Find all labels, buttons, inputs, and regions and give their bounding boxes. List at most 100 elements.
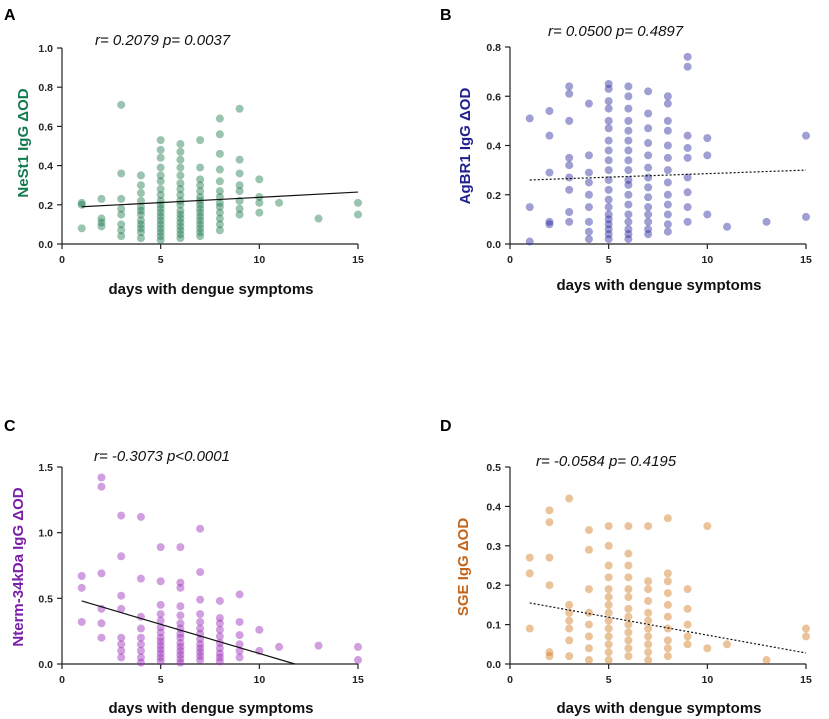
plot-area-a: 0 5 10 15 0.0 0.2 0.4 0.6 0.8 1.0 [38,43,364,266]
data-point [604,656,613,665]
data-point [176,646,185,655]
data-point [683,188,692,197]
y-tick-label: 0.2 [486,580,501,592]
data-point [663,92,672,101]
data-point [156,649,165,658]
data-point [196,181,205,190]
data-point [196,204,205,213]
data-point [136,181,145,190]
data-point [545,131,554,140]
data-point [215,226,224,235]
data-point [565,82,574,91]
y-tick-label: 0.2 [38,200,53,212]
data-point [644,596,653,605]
data-point [525,553,534,562]
plot-area-b: 0 5 10 15 0.0 0.2 0.4 0.6 0.8 [486,42,812,266]
data-point [545,217,554,226]
data-point [354,656,362,665]
data-point [663,227,672,236]
data-point [604,84,613,93]
data-point [97,569,106,578]
data-point [644,203,653,212]
data-point [275,642,284,651]
data-point [565,600,574,609]
data-point [196,212,205,221]
data-point [215,220,224,229]
x-tick-label: 5 [606,254,612,266]
data-point [215,177,224,186]
data-point [215,165,224,174]
regression-line [81,600,296,665]
data-point [624,628,633,637]
y-tick-label: 1.5 [38,462,53,474]
data-point [215,619,224,628]
data-point [97,214,106,223]
data-point [723,222,732,231]
data-point [215,130,224,139]
data-point [255,208,264,217]
data-point [762,656,771,665]
data-point [604,561,613,570]
data-point [565,185,574,194]
data-point [136,171,145,180]
data-point [97,473,106,482]
data-point [584,632,593,641]
data-point [176,602,185,611]
data-point [604,156,613,165]
data-point [97,619,106,628]
y-tick-label: 1.0 [38,43,53,55]
data-point [644,183,653,192]
data-point [176,234,185,243]
data-point [663,99,672,108]
data-point [176,196,185,205]
data-point [156,224,165,233]
data-point [624,136,633,145]
data-point [624,225,633,234]
data-point [176,654,185,663]
data-point [584,620,593,629]
y-axis-label-b: AgBR1 IgG ΔOD [457,88,474,205]
data-point [136,202,145,211]
data-point [156,657,165,666]
data-point [604,235,613,244]
data-point [215,653,224,662]
data-point [604,220,613,229]
data-point [156,208,165,217]
data-point [584,644,593,653]
data-point [604,585,613,594]
data-point [136,220,145,229]
data-point [624,604,633,613]
data-point [314,214,323,223]
data-point [354,198,362,207]
data-point [624,146,633,155]
data-point [156,236,165,245]
y-tick-label: 0.6 [38,121,53,133]
data-point [604,210,613,219]
regression-line [81,191,359,208]
y-tick-label: 0.2 [486,190,501,202]
data-point [663,190,672,199]
data-point [117,646,126,655]
data-point [703,210,712,219]
data-point [156,153,165,162]
x-tick-label: 5 [158,674,164,686]
stat-annotation-d: r= -0.0584 p= 0.4195 [536,453,677,470]
data-point [644,616,653,625]
data-point [156,145,165,154]
data-point [624,217,633,226]
data-point [644,656,653,665]
data-point [683,585,692,594]
data-point [624,104,633,113]
data-point [196,200,205,209]
data-point [156,653,165,662]
y-tick-label: 0.0 [38,239,53,251]
data-point [545,518,554,527]
data-point [624,235,633,244]
data-point [136,224,145,233]
data-point [136,196,145,205]
data-point [136,234,145,243]
data-point [802,624,810,633]
plot-area-d: 0 5 10 15 0.0 0.1 0.2 0.3 0.4 0.5 [486,462,812,686]
data-point [683,173,692,182]
x-tick-label: 0 [59,254,65,266]
